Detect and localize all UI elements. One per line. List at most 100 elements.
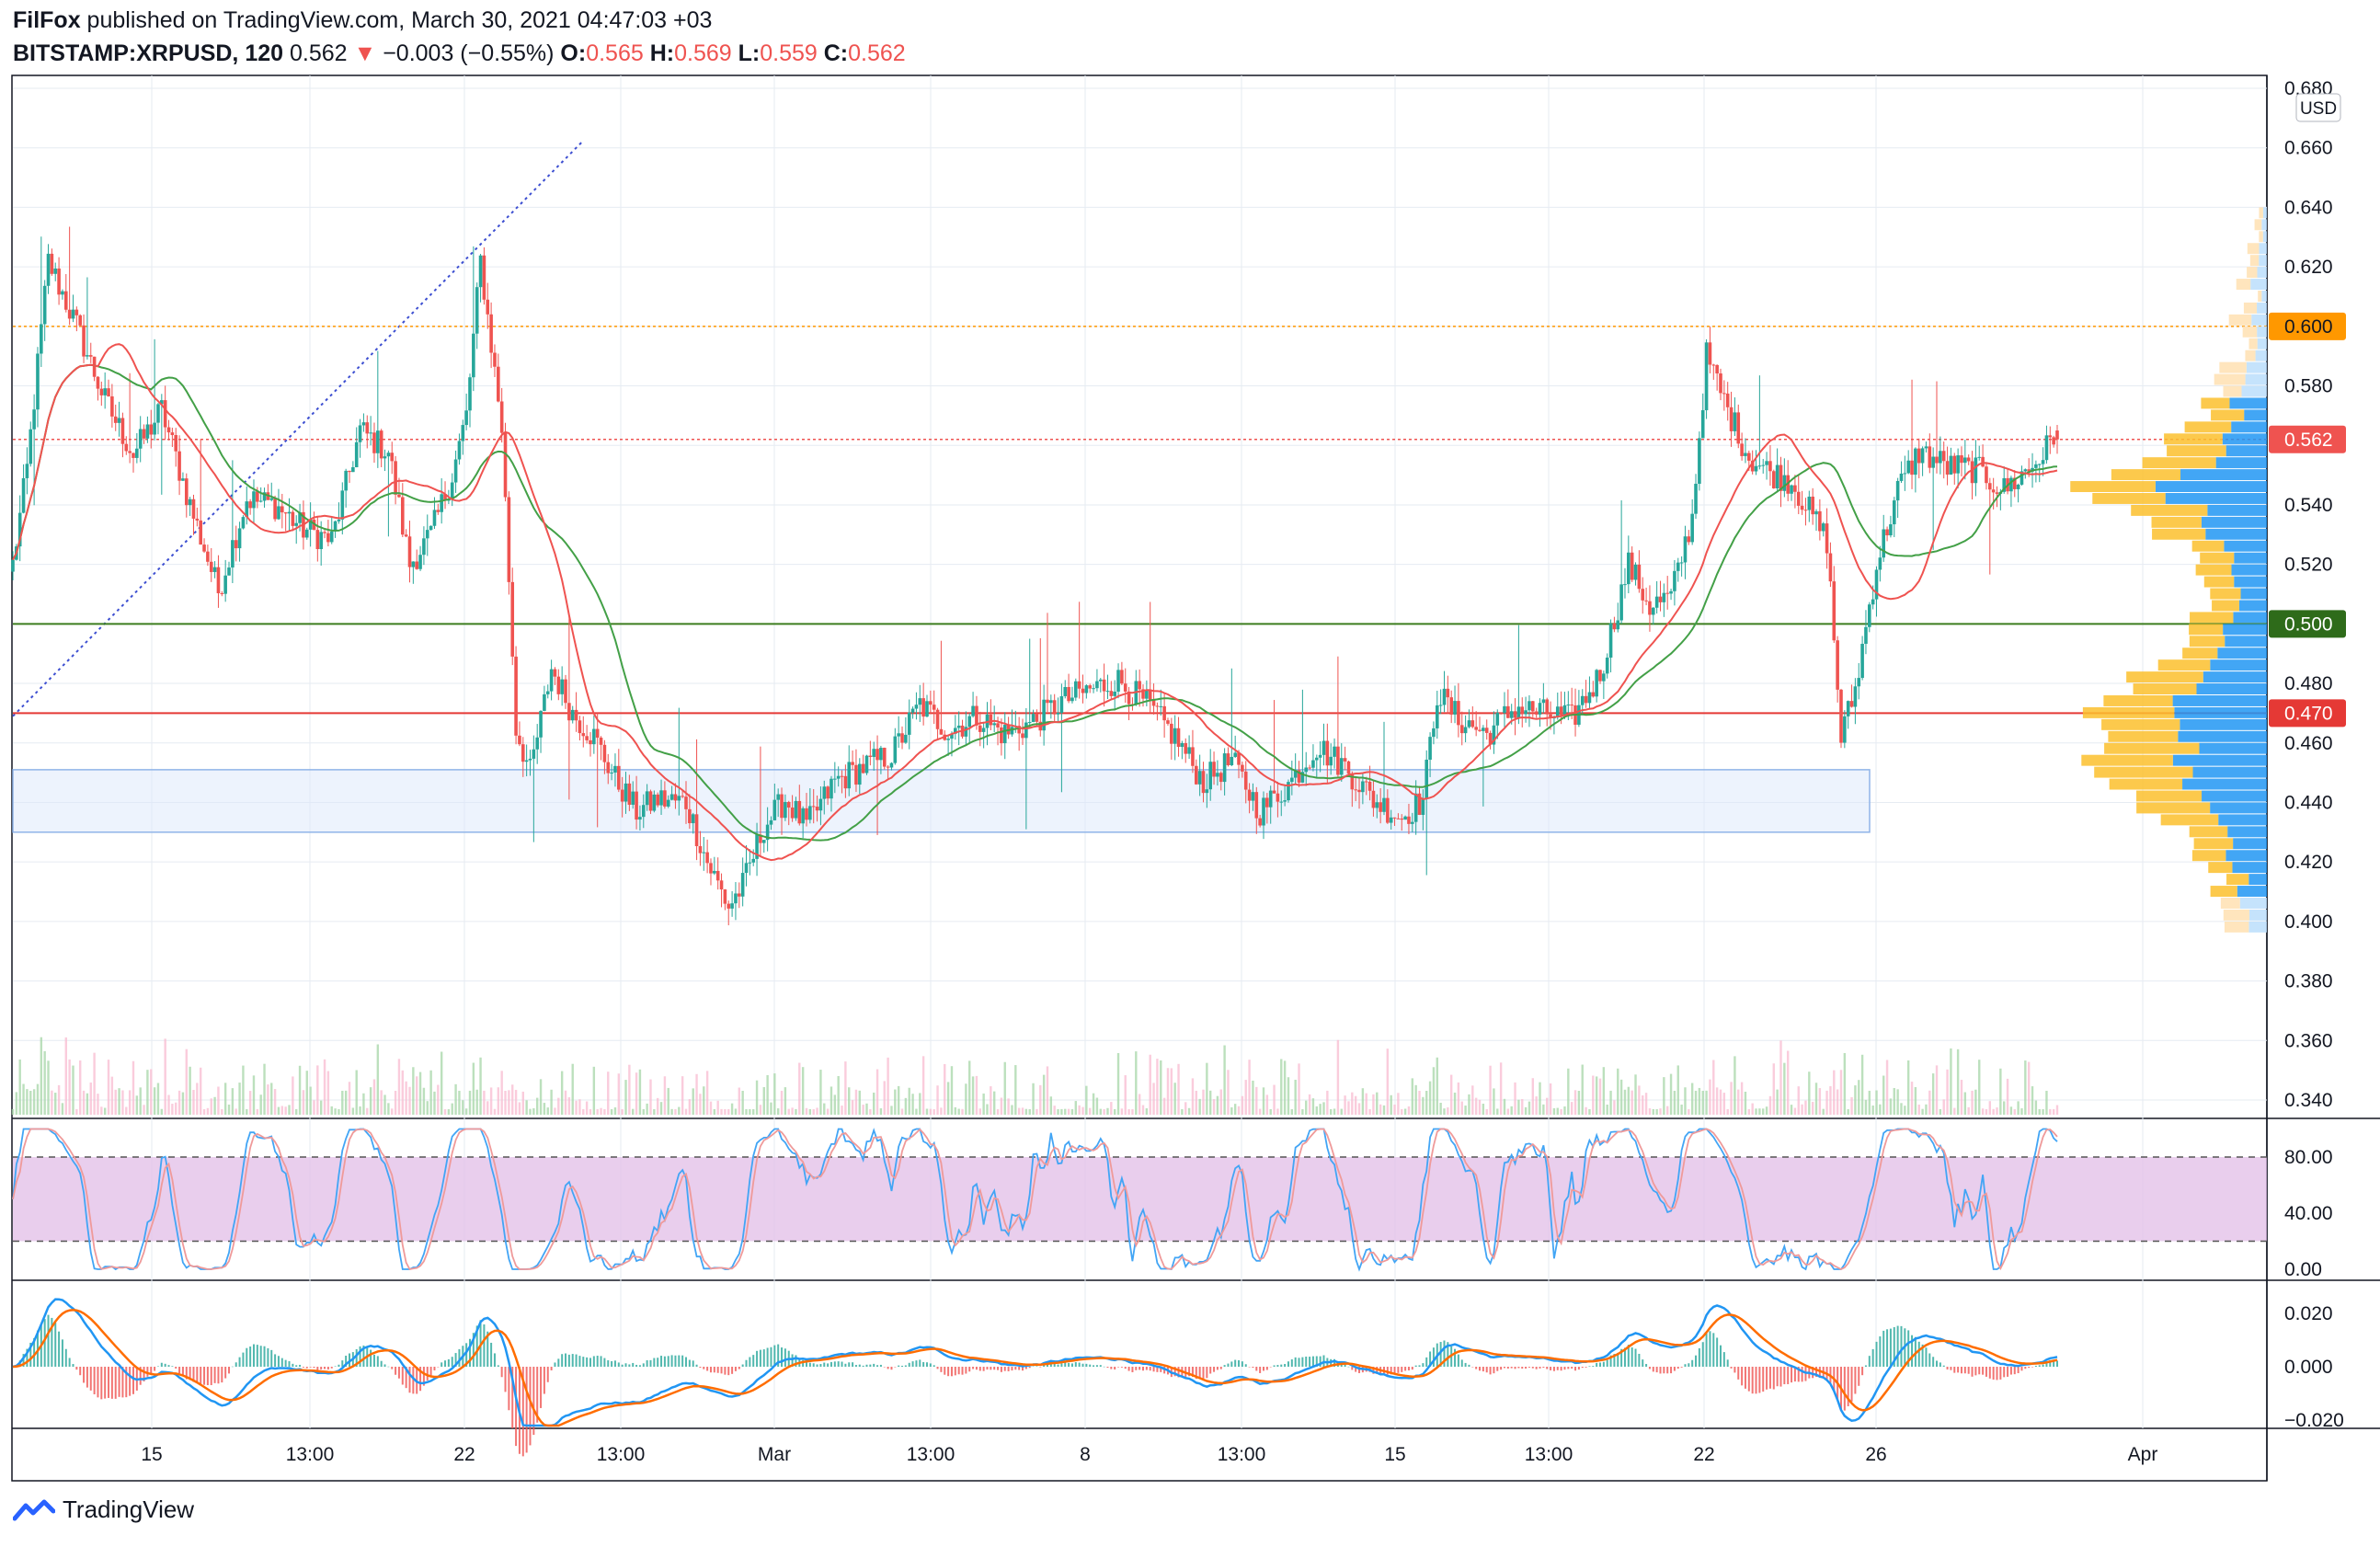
profile-bar xyxy=(2233,838,2267,850)
volume-bar xyxy=(1003,1061,1006,1115)
candle-body xyxy=(652,794,657,811)
volume-bar xyxy=(344,1090,348,1115)
volume-bar xyxy=(1524,1106,1528,1115)
volume-bar xyxy=(954,1106,957,1115)
macd-line xyxy=(12,1298,2058,1427)
macd-hist-bar xyxy=(1942,1365,1945,1367)
price-axis[interactable]: 0.6800.6600.6400.6200.5800.5400.5200.480… xyxy=(2284,78,2333,1111)
volume-bar xyxy=(1212,1099,1216,1115)
profile-bar xyxy=(2261,219,2267,231)
macd-hist-bar xyxy=(47,1314,50,1367)
volume-bar xyxy=(305,1071,308,1115)
volume-bar xyxy=(1372,1094,1375,1115)
candle-body xyxy=(1297,770,1301,783)
author-name[interactable]: FilFox xyxy=(13,7,81,33)
macd-hist-bar xyxy=(1290,1359,1293,1367)
volume-bar xyxy=(915,1108,918,1115)
volume-bar xyxy=(1850,1096,1853,1115)
profile-bar xyxy=(2249,255,2260,267)
candle-body xyxy=(1463,727,1468,734)
volume-bar xyxy=(1499,1062,1503,1115)
macd-hist-bar xyxy=(1298,1358,1300,1367)
candle-body xyxy=(556,676,561,694)
candle-body xyxy=(910,708,915,713)
profile-bar xyxy=(2218,814,2267,826)
currency-box[interactable] xyxy=(2295,93,2341,122)
candle-body xyxy=(648,791,653,811)
volume-bar xyxy=(1904,1106,1906,1115)
candle-body xyxy=(1141,689,1145,699)
profile-bar xyxy=(2192,766,2267,778)
macd-hist-bar xyxy=(670,1355,673,1367)
volume-bar xyxy=(628,1064,631,1115)
ohlc-line: BITSTAMP:XRPUSD, 120 0.562 ▼ −0.003 (−0.… xyxy=(13,37,906,70)
candle-body xyxy=(1446,688,1450,698)
macd-hist-bar xyxy=(1124,1367,1127,1369)
volume-bar xyxy=(975,1075,978,1115)
volume-bar xyxy=(231,1088,235,1115)
macd-hist-bar xyxy=(1344,1364,1346,1367)
profile-bar xyxy=(2229,397,2267,409)
candle-body xyxy=(160,400,164,405)
candle-body xyxy=(935,709,940,729)
macd-hist-bar xyxy=(990,1367,992,1370)
volume-bar xyxy=(933,1108,935,1115)
macd-hist-bar xyxy=(302,1367,304,1368)
candle-body xyxy=(1811,496,1814,515)
candle-body xyxy=(1882,529,1886,558)
candle-body xyxy=(1333,746,1336,757)
macd-hist-bar xyxy=(1393,1367,1396,1374)
candle-body xyxy=(82,325,86,357)
volume-bar xyxy=(483,1090,486,1115)
volume-bar xyxy=(1963,1092,1967,1115)
macd-hist-bar xyxy=(646,1359,648,1367)
volume-bar xyxy=(1740,1082,1744,1115)
volume-bar xyxy=(571,1063,574,1115)
volume-bar xyxy=(858,1090,861,1115)
candle-body xyxy=(216,567,221,594)
macd-hist-bar xyxy=(1464,1362,1467,1367)
time-axis[interactable]: 15 13:00 22 13:00 Mar 13:00 8 13:00 15 13:00 22 26 A… xyxy=(141,1444,2157,1465)
macd-tick: 0.000 xyxy=(2284,1357,2333,1378)
candle-body xyxy=(864,755,869,774)
symbol-label[interactable]: BITSTAMP:XRPUSD, 120 xyxy=(13,40,284,66)
volume-bar xyxy=(819,1070,822,1115)
volume-bar xyxy=(1627,1086,1631,1115)
volume-bar xyxy=(1049,1096,1053,1115)
candle-body xyxy=(425,530,429,539)
macd-hist-bar xyxy=(1992,1367,1995,1380)
volume-bar xyxy=(911,1094,914,1115)
profile-bar xyxy=(2223,385,2242,397)
macd-hist-bar xyxy=(1043,1364,1046,1367)
volume-bar xyxy=(986,1104,989,1115)
trend-line[interactable] xyxy=(12,141,583,717)
volume-bar xyxy=(1411,1078,1414,1115)
volume-bar xyxy=(217,1086,220,1115)
candle-body xyxy=(1917,448,1921,464)
macd-hist-bar xyxy=(703,1367,705,1369)
volume-bar xyxy=(153,1087,156,1115)
candle-body xyxy=(1208,762,1213,790)
candle-body xyxy=(638,817,642,820)
macd-hist-bar xyxy=(589,1358,591,1367)
macd-hist-bar xyxy=(869,1364,872,1367)
macd-hist-bar xyxy=(345,1355,348,1367)
candle-body xyxy=(184,478,189,506)
macd-hist-bar xyxy=(795,1355,797,1367)
volume-bar xyxy=(387,1103,390,1115)
macd-hist-bar xyxy=(1053,1363,1056,1367)
macd-hist-bar xyxy=(1156,1367,1159,1372)
macd-hist-bar xyxy=(603,1358,606,1367)
macd-hist-bar xyxy=(1032,1366,1035,1367)
volume-bar xyxy=(1535,1096,1538,1115)
candle-body xyxy=(688,808,692,824)
volume-bar xyxy=(369,1087,372,1115)
close-value: 0.562 xyxy=(848,40,906,66)
profile-bar xyxy=(2131,504,2208,516)
candle-body xyxy=(1216,773,1219,777)
candle-body xyxy=(1977,456,1982,458)
volume-bar xyxy=(1184,1102,1187,1115)
tradingview-footer[interactable]: TradingView xyxy=(13,1495,194,1524)
volume-bar xyxy=(2020,1108,2023,1115)
